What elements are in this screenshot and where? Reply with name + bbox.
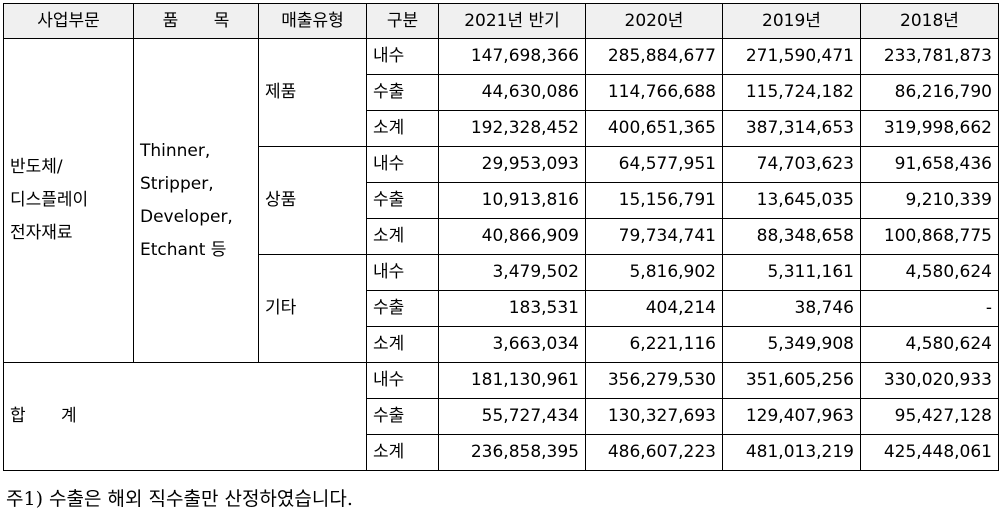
sales-table: 사업부문 품 목 매출유형 구분 2021년 반기 2020년 2019년 20… (3, 3, 999, 471)
total-row: 소계 236,858,395 486,607,223 481,013,219 4… (4, 434, 999, 471)
category-cell: 소계 (366, 326, 439, 363)
value-cell: 147,698,366 (438, 38, 586, 75)
header-2019: 2019년 (722, 3, 861, 39)
table-row: 상품 내수 29,953,093 64,577,951 74,703,623 9… (4, 146, 999, 255)
value-cell: 79,734,741 (585, 218, 723, 255)
category-cell: 내수 (366, 146, 439, 183)
value-cell: 319,998,662 (860, 110, 999, 147)
value-cell: 400,651,365 (585, 110, 723, 147)
header-sales-type: 매출유형 (258, 3, 367, 39)
value-cell: 4,580,624 (860, 254, 999, 291)
category-cell: 내수 (366, 362, 439, 399)
value-cell: 183,531 (438, 290, 586, 327)
category-cell: 수출 (366, 182, 439, 219)
value-cell: 100,868,775 (860, 218, 999, 255)
category-cell: 내수 (366, 38, 439, 75)
value-cell: 10,913,816 (438, 182, 586, 219)
category-cell: 소계 (366, 434, 439, 471)
value-cell: 13,645,035 (722, 182, 861, 219)
header-product: 품 목 (133, 3, 259, 39)
value-cell: 29,953,093 (438, 146, 586, 183)
value-cell: 404,214 (585, 290, 723, 327)
total-value-cell: 481,013,219 (722, 434, 861, 471)
total-row: 수출 55,727,434 130,327,693 129,407,963 95… (4, 398, 999, 435)
segment-line: 전자재료 (10, 223, 73, 243)
category-cell: 수출 (366, 290, 439, 327)
segment-line: 디스플레이 (10, 190, 89, 210)
value-cell: 86,216,790 (860, 74, 999, 111)
value-cell: - (860, 290, 999, 327)
total-value-cell: 130,327,693 (585, 398, 723, 435)
total-value-cell: 330,020,933 (860, 362, 999, 399)
total-value-cell: 236,858,395 (438, 434, 586, 471)
category-cell: 소계 (366, 110, 439, 147)
value-cell: 4,580,624 (860, 326, 999, 363)
value-cell: 285,884,677 (585, 38, 723, 75)
value-cell: 64,577,951 (585, 146, 723, 183)
header-2021h1: 2021년 반기 (438, 3, 586, 39)
sales-type-cell: 상품 (258, 146, 367, 255)
table-row: 소계 40,866,909 79,734,741 88,348,658 100,… (4, 218, 999, 255)
total-value-cell: 425,448,061 (860, 434, 999, 471)
value-cell: 44,630,086 (438, 74, 586, 111)
category-cell: 소계 (366, 218, 439, 255)
value-cell: 5,816,902 (585, 254, 723, 291)
value-cell: 91,658,436 (860, 146, 999, 183)
table-row: 수출 44,630,086 114,766,688 115,724,182 86… (4, 74, 999, 111)
header-2018: 2018년 (860, 3, 999, 39)
product-cell: Thinner, Stripper, Developer, Etchant 등 (133, 38, 259, 363)
value-cell: 192,328,452 (438, 110, 586, 147)
value-cell: 3,663,034 (438, 326, 586, 363)
total-value-cell: 486,607,223 (585, 434, 723, 471)
value-cell: 9,210,339 (860, 182, 999, 219)
value-cell: 114,766,688 (585, 74, 723, 111)
sales-type-cell: 제품 (258, 38, 367, 147)
header-category: 구분 (366, 3, 439, 39)
sales-type-cell: 기타 (258, 254, 367, 363)
product-line: Stripper, (140, 173, 214, 194)
header-segment: 사업부문 (3, 3, 134, 39)
total-value-cell: 351,605,256 (722, 362, 861, 399)
value-cell: 5,311,161 (722, 254, 861, 291)
value-cell: 3,479,502 (438, 254, 586, 291)
total-label: 합 계 (3, 362, 367, 471)
table-row: 소계 3,663,034 6,221,116 5,349,908 4,580,6… (4, 326, 999, 363)
value-cell: 5,349,908 (722, 326, 861, 363)
value-cell: 88,348,658 (722, 218, 861, 255)
value-cell: 233,781,873 (860, 38, 999, 75)
value-cell: 40,866,909 (438, 218, 586, 255)
product-line: Developer, (140, 206, 233, 227)
value-cell: 38,746 (722, 290, 861, 327)
header-row: 사업부문 품 목 매출유형 구분 2021년 반기 2020년 2019년 20… (3, 3, 999, 39)
total-value-cell: 356,279,530 (585, 362, 723, 399)
value-cell: 6,221,116 (585, 326, 723, 363)
header-2020: 2020년 (585, 3, 723, 39)
category-cell: 수출 (366, 74, 439, 111)
table-row: 소계 192,328,452 400,651,365 387,314,653 3… (4, 110, 999, 147)
total-value-cell: 95,427,128 (860, 398, 999, 435)
total-row: 합 계 내수 181,130,961 356,279,530 351,605,2… (3, 362, 999, 471)
value-cell: 15,156,791 (585, 182, 723, 219)
value-cell: 74,703,623 (722, 146, 861, 183)
value-cell: 387,314,653 (722, 110, 861, 147)
table-row: 수출 10,913,816 15,156,791 13,645,035 9,21… (4, 182, 999, 219)
total-value-cell: 181,130,961 (438, 362, 586, 399)
value-cell: 115,724,182 (722, 74, 861, 111)
product-line: Thinner, (140, 140, 211, 161)
footnote: 주1) 수출은 해외 직수출만 산정하였습니다. (6, 488, 353, 510)
product-line: Etchant 등 (140, 239, 227, 260)
total-value-cell: 129,407,963 (722, 398, 861, 435)
category-cell: 내수 (366, 254, 439, 291)
table-row: 기타 내수 3,479,502 5,816,902 5,311,161 4,58… (4, 254, 999, 363)
total-value-cell: 55,727,434 (438, 398, 586, 435)
category-cell: 수출 (366, 398, 439, 435)
value-cell: 271,590,471 (722, 38, 861, 75)
segment-line: 반도체/ (10, 157, 63, 177)
